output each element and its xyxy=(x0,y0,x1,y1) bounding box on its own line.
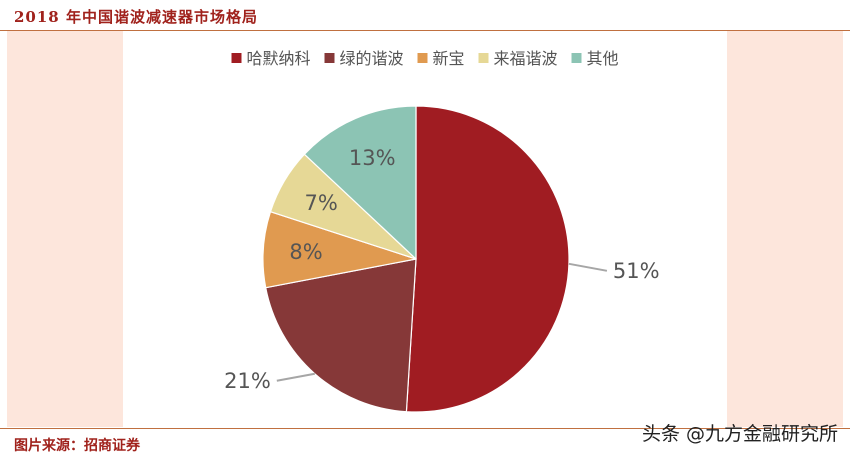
legend-label-1: 哈默纳科 xyxy=(247,49,311,68)
legend: 哈默纳科 绿的谐波 新宝 来福谐波 其他 xyxy=(231,49,619,68)
leader-line-1 xyxy=(568,262,608,272)
percent-label-1: 51% xyxy=(613,259,660,283)
percent-label-2: 21% xyxy=(224,369,271,393)
legend-label-4: 来福谐波 xyxy=(494,49,558,68)
percent-label-5: 13% xyxy=(349,146,396,170)
legend-swatch-3 xyxy=(417,53,428,63)
pie-slice-5 xyxy=(303,105,417,261)
percent-labels: 51% 21% 8% 7% 13% xyxy=(224,146,659,393)
pie-slices xyxy=(262,105,570,413)
legend-swatch-4 xyxy=(478,53,489,63)
legend-label-3: 新宝 xyxy=(433,49,465,68)
percent-label-4: 7% xyxy=(305,191,338,215)
percent-label-3: 8% xyxy=(289,240,322,264)
page-title: 2018 年中国谐波减速器市场格局 xyxy=(14,8,258,26)
title-bar: 2018 年中国谐波减速器市场格局 xyxy=(0,0,850,31)
legend-swatch-5 xyxy=(571,53,582,63)
leader-lines xyxy=(276,262,608,382)
legend-label-5: 其他 xyxy=(587,49,619,68)
pie-slice-1 xyxy=(405,105,570,413)
source-note: 图片来源：招商证券 xyxy=(14,438,140,454)
leader-line-2 xyxy=(276,372,316,382)
legend-label-2: 绿的谐波 xyxy=(340,49,404,68)
legend-swatch-2 xyxy=(324,53,335,63)
footer-bar: 图片来源：招商证券 xyxy=(0,428,850,459)
legend-swatch-1 xyxy=(231,53,242,63)
watermark-text: 头条 @九方金融研究所 xyxy=(641,423,838,445)
